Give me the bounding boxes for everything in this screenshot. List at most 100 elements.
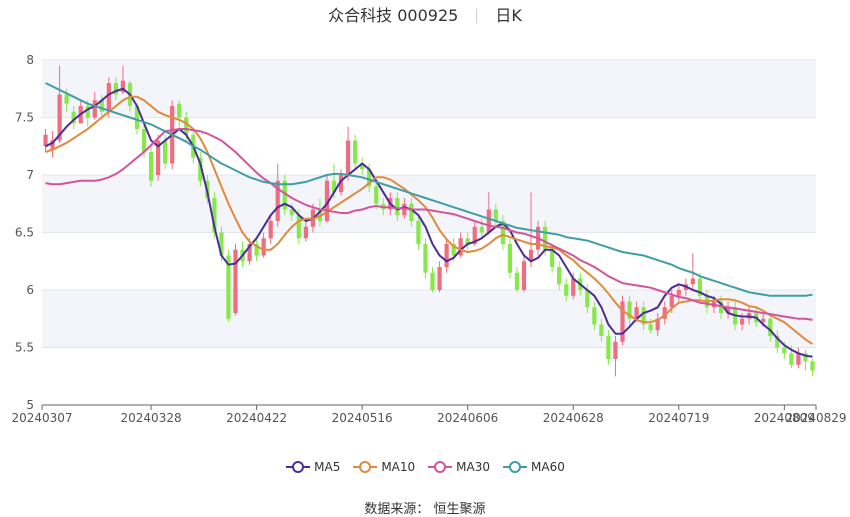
candlestick: [226, 249, 231, 323]
candlestick: [500, 215, 505, 250]
candle-body: [155, 140, 161, 175]
y-tick-label: 7: [26, 168, 34, 182]
candle-body: [690, 278, 695, 285]
candle-body: [768, 318, 773, 336]
x-tick-label: 20240516: [332, 411, 393, 425]
candle-body: [507, 244, 513, 273]
series-line-ma30: [45, 128, 813, 321]
candle-body: [430, 272, 435, 290]
candlestick: [71, 106, 76, 129]
legend-item-ma60[interactable]: MA60: [502, 458, 565, 476]
candle-body: [725, 307, 731, 313]
y-tick-label: 5: [26, 398, 34, 412]
candlestick: [374, 180, 379, 210]
candlestick: [676, 284, 681, 302]
candlestick: [254, 238, 259, 262]
candlestick: [690, 253, 695, 290]
x-tick-label: 20240422: [226, 411, 287, 425]
x-tick-label: 20240606: [437, 411, 498, 425]
candle-body: [219, 232, 224, 256]
candlestick: [592, 301, 597, 331]
candle-body: [50, 140, 55, 150]
grid-lines: [42, 59, 816, 406]
legend-label: MA30: [456, 460, 491, 474]
candlestick: [268, 215, 273, 244]
candle-body: [500, 221, 505, 244]
candle-body: [669, 295, 674, 308]
x-tick-label: 20240307: [11, 411, 72, 425]
legend-label: MA60: [531, 460, 565, 474]
y-tick-label: 6: [26, 283, 34, 297]
candlestick: [550, 244, 555, 273]
candlestick: [697, 272, 703, 302]
candle-body: [697, 278, 703, 296]
candle-body: [226, 255, 231, 319]
candlestick: [423, 238, 428, 279]
candle-body: [782, 347, 787, 354]
candlestick: [261, 232, 266, 258]
candle-body: [148, 152, 154, 181]
candle-body: [353, 140, 358, 164]
candle-body: [557, 267, 562, 285]
candlestick: [113, 77, 118, 101]
candlestick: [641, 301, 646, 331]
candle-body: [367, 169, 372, 187]
candlestick: [521, 255, 527, 293]
candle-body: [289, 209, 294, 216]
candle-body: [451, 244, 456, 256]
candle-body: [479, 226, 484, 233]
candle-body: [655, 318, 660, 331]
legend-marker-icon: [428, 461, 453, 473]
candlestick: [507, 238, 513, 279]
candle-body: [676, 290, 681, 296]
candlestick: [324, 175, 330, 224]
candlestick: [275, 163, 280, 227]
candle-body: [416, 221, 421, 244]
candle-body: [141, 129, 147, 152]
candle-body: [627, 301, 632, 319]
candle-body: [254, 244, 259, 256]
candle-body: [120, 80, 126, 93]
candlestick: [282, 175, 287, 216]
y-tick-label: 5.5: [15, 341, 34, 355]
candle-body: [634, 307, 639, 319]
candlestick: [177, 100, 182, 129]
candle-body: [423, 244, 428, 273]
candlestick: [564, 278, 569, 302]
legend-label: MA5: [314, 460, 341, 474]
candlestick: [557, 261, 562, 290]
candle-body: [550, 249, 555, 267]
candle-body: [472, 226, 477, 244]
candlestick: [606, 330, 611, 365]
candlestick: [465, 232, 470, 250]
candlestick: [479, 218, 484, 239]
legend-item-ma10[interactable]: MA10: [352, 458, 415, 476]
candle-body: [465, 238, 470, 244]
candle-body: [177, 103, 182, 118]
candle-body: [458, 238, 463, 256]
legend-item-ma30[interactable]: MA30: [427, 458, 490, 476]
candlestick: [99, 94, 104, 118]
grid-band: [42, 60, 816, 118]
legend-item-ma5[interactable]: MA5: [285, 458, 340, 476]
candle-body: [761, 318, 766, 323]
candle-body: [345, 140, 351, 175]
candle-body: [261, 238, 266, 256]
candle-body: [606, 336, 611, 359]
candle-body: [810, 361, 815, 371]
candlestick: [655, 313, 660, 336]
candlestick: [444, 238, 449, 273]
candle-body: [514, 272, 520, 290]
title-divider: [476, 9, 478, 23]
legend-marker-icon: [353, 461, 378, 473]
candle-body: [803, 353, 808, 362]
candle-body: [198, 157, 203, 181]
candlestick: [409, 198, 414, 227]
grid-band: [42, 290, 816, 348]
candlestick: [360, 157, 365, 175]
grid-band: [42, 175, 816, 233]
candlestick: [486, 192, 491, 235]
candle-body: [564, 284, 569, 296]
legend-marker-icon: [503, 461, 528, 473]
candle-body: [296, 215, 301, 239]
